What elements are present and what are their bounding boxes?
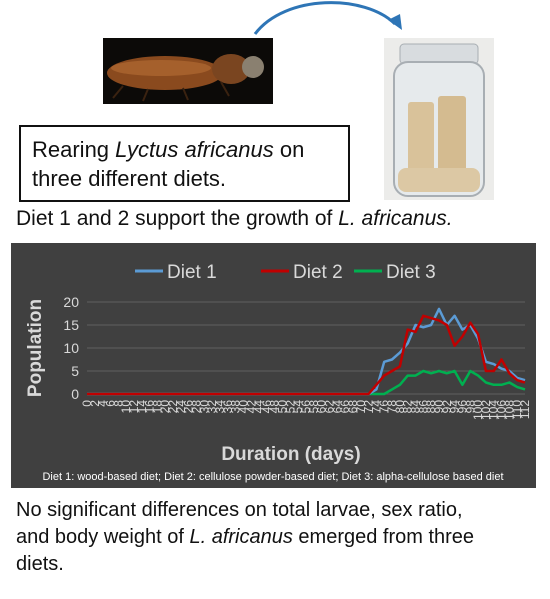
x-tick-label: 52: [283, 400, 297, 414]
x-tick-label: 20: [158, 400, 172, 414]
x-tick-label: 112: [518, 400, 532, 419]
x-tick-label: 80: [393, 400, 407, 414]
x-tick-label: 86: [416, 400, 430, 414]
x-tick-label: 22: [166, 400, 180, 414]
x-tick-label: 8: [111, 400, 125, 407]
x-tick-label: 68: [346, 400, 360, 414]
x-axis-label: Duration (days): [221, 444, 360, 465]
x-tick-label: 30: [197, 400, 211, 414]
x-tick-label: 72: [362, 400, 376, 414]
x-tick-label: 24: [174, 400, 188, 414]
y-axis-label: Population: [25, 299, 46, 397]
x-tick-label: 64: [330, 400, 344, 414]
x-tick-label: 94: [448, 400, 462, 414]
support-species: L. africanus.: [338, 207, 453, 230]
rearing-line-2: three different diets.: [32, 166, 227, 191]
x-tick-label: 28: [190, 400, 204, 414]
x-tick-label: 44: [252, 400, 266, 414]
x-tick-label: 2: [88, 400, 102, 407]
series-line-diet-2: [87, 314, 526, 396]
conclusion-line-3: diets.: [16, 553, 64, 575]
x-tick-label: 84: [409, 400, 423, 414]
x-tick-label: 12: [127, 400, 141, 414]
legend-label: Diet 3: [386, 262, 436, 283]
x-tick-label: 32: [205, 400, 219, 414]
x-tick-label: 98: [463, 400, 477, 414]
x-tick-label: 96: [455, 400, 469, 414]
chart-panel: 0 2 4 6 8 10 12 14 16 18 20 22 24 26 28 30 32 34 36 38 40 42 4…: [11, 243, 536, 488]
conclusion-line-2-suffix: emerged from three: [292, 526, 475, 548]
x-tick-label: 48: [268, 400, 282, 414]
chart-legend: Diet 1 Diet 2 Diet 3: [135, 262, 436, 283]
population-line-chart: 0246810121416182022242628303234363840424…: [25, 262, 532, 483]
x-tick-label: 100: [471, 400, 485, 420]
x-tick-label: 60: [315, 400, 329, 414]
rearing-prefix: Rearing: [32, 137, 116, 162]
y-tick-label: 5: [71, 363, 79, 379]
x-tick-label: 78: [385, 400, 399, 414]
x-tick-label: 88: [424, 400, 438, 414]
x-tick-label: 40: [236, 400, 250, 414]
x-tick-label: 56: [299, 400, 313, 414]
curved-arrow-icon: [253, 1, 402, 35]
rearing-suffix: on: [273, 137, 305, 162]
x-tick-label: 46: [260, 400, 274, 414]
x-tick-label: 110: [510, 400, 524, 419]
y-tick-label: 0: [71, 386, 79, 402]
rearing-line-1: Rearing Lyctus africanus on: [32, 135, 338, 164]
x-tick-label: 0: [80, 400, 94, 407]
conclusion-line-2-prefix: and body weight of: [16, 526, 190, 548]
chart-series: [87, 307, 526, 396]
x-tick-label: 104: [487, 400, 501, 420]
rearing-species: Lyctus africanus: [115, 137, 274, 162]
x-tick-label: 42: [244, 400, 258, 414]
legend-label: Diet 1: [167, 262, 217, 283]
x-tick-label: 62: [322, 400, 336, 414]
x-tick-label: 108: [502, 400, 516, 420]
conclusion-species: L. africanus: [189, 526, 293, 548]
x-tick-label: 74: [369, 400, 383, 414]
y-tick-label: 20: [63, 294, 79, 310]
x-tick-label: 16: [143, 400, 157, 414]
y-tick-label: 10: [63, 340, 79, 356]
beetle-photo: [103, 38, 273, 104]
x-tick-label: 10: [119, 400, 133, 414]
x-tick-label: 76: [377, 400, 391, 414]
x-tick-label: 36: [221, 400, 235, 414]
x-tick-label: 14: [135, 400, 149, 414]
x-tick-label: 6: [103, 400, 117, 407]
rearing-text-box: Rearing Lyctus africanus on three differ…: [19, 125, 350, 202]
diet-support-headline: Diet 1 and 2 support the growth of L. af…: [16, 207, 453, 231]
x-tick-label: 106: [495, 400, 509, 420]
x-tick-label: 90: [432, 400, 446, 414]
x-tick-label: 4: [96, 400, 110, 407]
y-tick-labels: 0 5 10 15 20: [63, 294, 79, 402]
x-tick-label: 34: [213, 400, 227, 414]
x-tick-label: 54: [291, 400, 305, 414]
conclusion-line-2: and body weight of L. africanus emerged …: [16, 524, 541, 551]
x-tick-labels: 0246810121416182022242628303234363840424…: [80, 400, 532, 420]
x-tick-label: 38: [229, 400, 243, 414]
x-tick-label: 50: [276, 400, 290, 414]
x-tick-label: 66: [338, 400, 352, 414]
conclusion-line-1: No significant differences on total larv…: [16, 499, 463, 521]
x-tick-label: 26: [182, 400, 196, 414]
y-tick-label: 15: [63, 317, 79, 333]
x-tick-label: 92: [440, 400, 454, 414]
x-tick-label: 58: [307, 400, 321, 414]
series-line-diet-3: [87, 369, 526, 396]
x-tick-label: 102: [479, 400, 493, 420]
support-prefix: Diet 1 and 2 support the growth of: [16, 207, 339, 230]
legend-label: Diet 2: [293, 262, 343, 283]
x-tick-label: 70: [354, 400, 368, 414]
conclusion-text: No significant differences on total larv…: [16, 497, 541, 578]
chart-footnote: Diet 1: wood-based diet; Diet 2: cellulo…: [42, 471, 503, 483]
x-tick-label: 82: [401, 400, 415, 414]
jar-photo: [384, 38, 494, 200]
x-tick-label: 18: [150, 400, 164, 414]
